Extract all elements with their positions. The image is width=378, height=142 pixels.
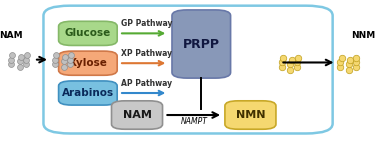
Point [8,59,14,61]
Text: PRPP: PRPP [183,37,220,51]
Point [353,57,359,59]
Text: GP Pathway: GP Pathway [121,19,172,28]
Point [346,68,352,71]
Point [60,60,67,62]
Text: NNM: NNM [351,31,375,40]
Point [60,66,67,68]
Point [287,63,293,65]
Point [67,63,73,65]
Point [353,61,359,64]
Point [62,56,68,58]
Point [52,59,58,61]
Point [337,61,343,64]
Point [279,61,285,64]
Text: Arabinos: Arabinos [62,88,114,98]
Point [287,68,293,71]
Text: NAMPT: NAMPT [180,117,208,126]
FancyBboxPatch shape [112,101,163,129]
Text: Xylose: Xylose [68,58,107,68]
Point [337,66,343,68]
Text: AP Pathway: AP Pathway [121,79,172,88]
Point [294,61,300,64]
Point [18,56,24,58]
Point [339,57,345,59]
Point [280,57,286,59]
FancyBboxPatch shape [225,101,276,129]
Point [23,59,29,61]
Point [279,66,285,68]
Text: NAM: NAM [122,110,152,120]
Point [346,63,352,65]
Point [67,59,73,61]
FancyBboxPatch shape [59,81,117,105]
Point [9,54,15,57]
Point [17,60,23,62]
Text: Glucose: Glucose [65,28,111,38]
Point [289,59,295,61]
Point [347,59,353,61]
Point [295,57,301,59]
Point [68,54,74,57]
Text: XP Pathway: XP Pathway [121,49,172,58]
Point [52,63,58,65]
Point [8,63,14,65]
Point [23,63,29,65]
FancyBboxPatch shape [59,51,117,75]
Point [53,54,59,57]
Text: NMN: NMN [235,110,265,120]
FancyBboxPatch shape [172,10,231,78]
FancyBboxPatch shape [59,21,117,45]
Text: NAM: NAM [0,31,22,40]
Point [353,66,359,68]
Point [17,66,23,68]
Point [24,54,30,57]
Point [294,66,300,68]
